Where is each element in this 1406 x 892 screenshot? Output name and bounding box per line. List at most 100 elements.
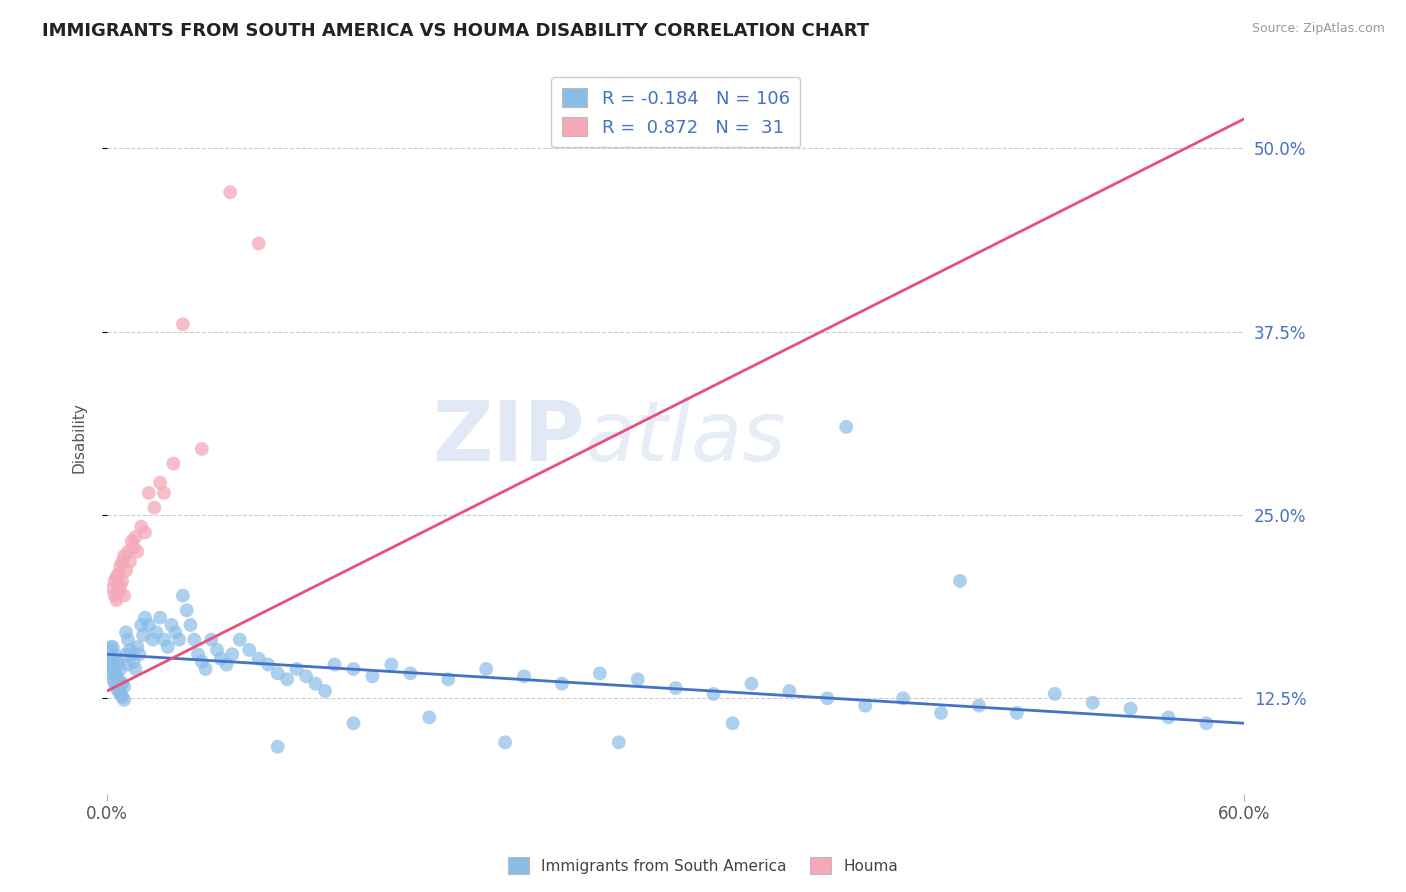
Point [104, 589, 127, 603]
Point [118, 555, 141, 569]
Point [191, 655, 214, 669]
Point [105, 593, 128, 607]
Point [703, 687, 725, 701]
Point [110, 675, 132, 690]
Point [117, 632, 139, 647]
Point [949, 574, 972, 588]
Point [101, 640, 124, 654]
Point [607, 735, 630, 749]
Point [342, 662, 364, 676]
Point [891, 691, 914, 706]
Point [187, 648, 209, 662]
Point [1195, 716, 1218, 731]
Point [200, 632, 222, 647]
Point [110, 687, 132, 701]
Point [104, 657, 127, 672]
Y-axis label: Disability: Disability [72, 402, 86, 474]
Point [721, 716, 744, 731]
Point [314, 684, 336, 698]
Point [124, 530, 146, 544]
Point [104, 648, 127, 662]
Point [1081, 696, 1104, 710]
Point [100, 648, 122, 662]
Point [107, 684, 129, 698]
Point [1005, 706, 1028, 720]
Point [100, 666, 122, 681]
Point [740, 676, 762, 690]
Point [323, 657, 346, 672]
Point [1119, 701, 1142, 715]
Point [122, 540, 145, 554]
Point [183, 632, 205, 647]
Point [129, 519, 152, 533]
Point [342, 716, 364, 731]
Point [121, 534, 143, 549]
Point [112, 549, 135, 563]
Point [967, 698, 990, 713]
Point [121, 648, 143, 662]
Point [104, 676, 127, 690]
Point [172, 317, 194, 331]
Point [380, 657, 402, 672]
Point [110, 559, 132, 574]
Point [285, 662, 308, 676]
Point [205, 643, 228, 657]
Point [98, 643, 121, 657]
Point [153, 632, 176, 647]
Point [101, 662, 124, 676]
Point [266, 666, 288, 681]
Point [115, 625, 138, 640]
Point [104, 574, 127, 588]
Point [128, 648, 150, 662]
Point [138, 618, 160, 632]
Point [122, 655, 145, 669]
Point [295, 669, 318, 683]
Point [110, 578, 132, 592]
Point [475, 662, 498, 676]
Point [304, 676, 326, 690]
Point [149, 475, 172, 490]
Text: Source: ZipAtlas.com: Source: ZipAtlas.com [1251, 22, 1385, 36]
Point [143, 500, 166, 515]
Point [194, 662, 217, 676]
Point [111, 555, 134, 569]
Point [153, 486, 176, 500]
Legend: Immigrants from South America, Houma: Immigrants from South America, Houma [502, 851, 904, 880]
Point [627, 672, 650, 686]
Point [111, 676, 134, 690]
Point [418, 710, 440, 724]
Point [127, 544, 149, 558]
Point [247, 651, 270, 665]
Point [437, 672, 460, 686]
Point [513, 669, 536, 683]
Point [115, 564, 138, 578]
Point [219, 185, 242, 199]
Point [105, 669, 128, 683]
Point [112, 693, 135, 707]
Point [112, 589, 135, 603]
Point [145, 625, 167, 640]
Point [104, 666, 127, 681]
Point [815, 691, 838, 706]
Point [162, 457, 184, 471]
Legend: R = -0.184   N = 106, R =  0.872   N =  31: R = -0.184 N = 106, R = 0.872 N = 31 [551, 77, 800, 147]
Point [209, 651, 232, 665]
Point [665, 681, 688, 695]
Point [107, 566, 129, 581]
Point [142, 632, 165, 647]
Point [101, 672, 124, 686]
Point [117, 544, 139, 558]
Point [191, 442, 214, 456]
Point [149, 610, 172, 624]
Point [778, 684, 800, 698]
Point [134, 610, 156, 624]
Point [111, 574, 134, 588]
Point [167, 632, 190, 647]
Point [229, 632, 252, 647]
Point [117, 657, 139, 672]
Point [98, 657, 121, 672]
Point [165, 625, 187, 640]
Point [1043, 687, 1066, 701]
Point [551, 676, 574, 690]
Point [221, 648, 243, 662]
